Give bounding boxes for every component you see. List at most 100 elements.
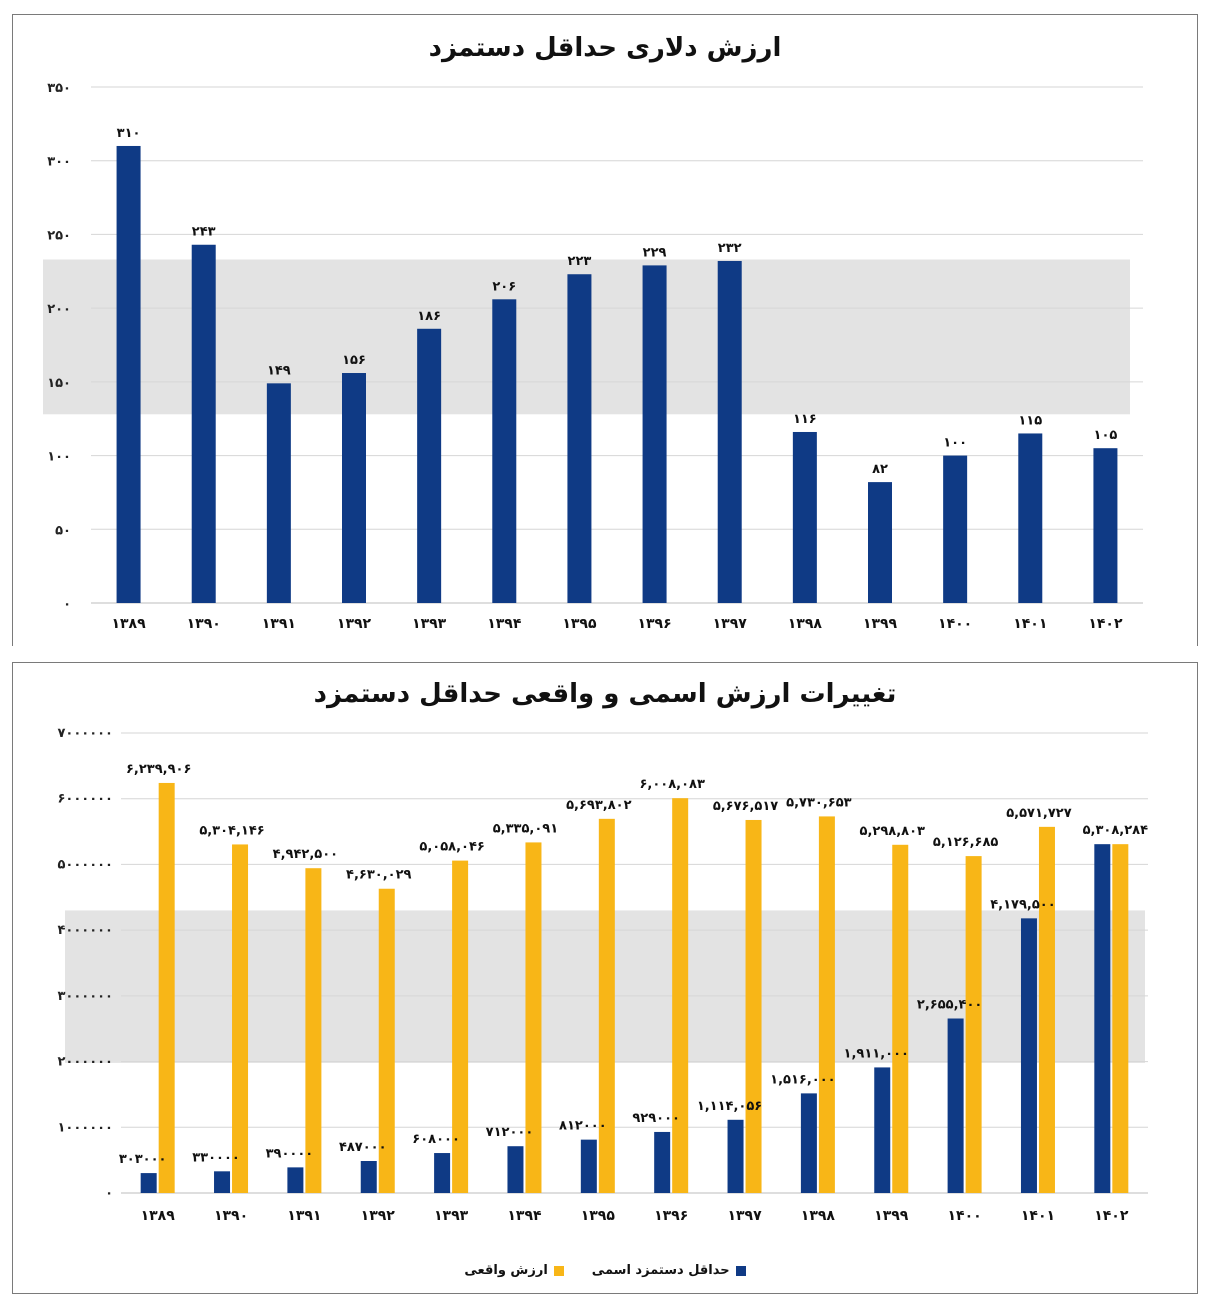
y-tick-label: ۵۰ (55, 523, 71, 538)
data-label-real: ۵,۵۷۱,۷۲۷ (1006, 806, 1071, 821)
x-tick-label: ۱۳۹۱ (262, 616, 296, 632)
bar-real (452, 860, 469, 1193)
x-tick-label: ۱۳۹۷ (727, 1208, 762, 1224)
chart-legend: حداقل دستمزد اسمی ارزش واقعی (13, 1263, 1197, 1278)
data-label-real: ۶,۰۰۸,۰۸۳ (639, 777, 704, 792)
x-tick-label: ۱۳۹۶ (654, 1208, 688, 1224)
y-tick-label: ۲۰۰ (47, 302, 71, 317)
bar-nominal (800, 1093, 817, 1193)
bar-real (965, 856, 982, 1193)
x-tick-label: ۱۳۹۶ (637, 616, 671, 632)
y-tick-label: ۵۰۰۰۰۰۰ (57, 857, 113, 872)
data-label: ۱۵۶ (342, 353, 366, 368)
dollar-value-chart: ۰ ۵۰ ۱۰۰ ۱۵۰ ۲۰۰ ۲۵۰ ۳۰۰ ۳۵۰ ۳۱۰ ۱۳۸۹ ۲۴۳ ۱۳۹۰ ۱۴۹ ۱۳… (43, 81, 1143, 632)
legend-item-real: ارزش واقعی (464, 1263, 564, 1278)
bar-real (745, 819, 762, 1193)
bar-nominal (947, 1018, 964, 1193)
data-label-nominal: ۱,۵۱۶,۰۰۰ (770, 1072, 835, 1087)
bar-nominal (654, 1131, 671, 1193)
y-tick-label: ۰ (105, 1186, 113, 1201)
x-tick-label: ۱۳۹۳ (412, 616, 447, 632)
y-tick-label: ۰ (63, 597, 71, 612)
bar-real (598, 818, 615, 1193)
x-tick-label: ۱۴۰۰ (948, 1208, 982, 1224)
chart-title: ارزش دلاری حداقل دستمزد (428, 33, 782, 63)
data-label: ۸۲ (872, 462, 888, 477)
data-label-nominal: ۷۱۲۰۰۰ (486, 1125, 534, 1140)
data-label-nominal: ۴,۱۷۹,۵۰۰ (990, 897, 1055, 912)
x-tick-label: ۱۳۹۷ (713, 616, 748, 632)
bar (792, 431, 817, 603)
bar (868, 482, 892, 603)
legend-label-nominal: حداقل دستمزد اسمی (591, 1263, 730, 1278)
x-tick-label: ۱۴۰۲ (1094, 1208, 1129, 1224)
data-label: ۱۴۹ (267, 363, 291, 378)
data-label: ۲۰۶ (492, 279, 516, 294)
data-label: ۳۱۰ (117, 126, 141, 141)
x-tick-label: ۱۳۹۴ (487, 616, 522, 632)
x-tick-label: ۱۳۹۹ (863, 616, 898, 632)
bar (642, 265, 667, 603)
data-label-nominal: ۳۳۰۰۰۰ (192, 1150, 240, 1165)
bar-real (305, 868, 322, 1193)
bar-nominal (580, 1139, 597, 1193)
data-label-nominal: ۹۲۹۰۰۰ (632, 1111, 680, 1126)
x-tick-label: ۱۳۹۵ (581, 1208, 616, 1224)
x-tick-label: ۱۳۹۰ (214, 1208, 248, 1224)
data-label: ۲۲۳ (568, 254, 592, 269)
data-label: ۱۸۶ (417, 309, 441, 324)
y-tick-label: ۳۵۰ (47, 81, 71, 96)
x-tick-label: ۱۳۹۰ (187, 616, 221, 632)
legend-swatch-nominal (735, 1265, 746, 1276)
data-label-real: ۵,۲۹۸,۸۰۳ (860, 824, 925, 839)
y-tick-label: ۳۰۰ (47, 155, 71, 170)
legend-label-real: ارزش واقعی (464, 1263, 548, 1278)
bar-nominal (434, 1153, 451, 1193)
y-tick-label: ۷۰۰۰۰۰۰ (57, 726, 113, 741)
bar-nominal (287, 1167, 304, 1193)
bar-real (672, 798, 689, 1193)
y-tick-label: ۶۰۰۰۰۰۰ (57, 792, 113, 807)
bar (417, 328, 442, 603)
bar (1093, 448, 1118, 603)
legend-item-nominal: حداقل دستمزد اسمی (592, 1263, 746, 1278)
x-tick-label: ۱۳۹۸ (788, 616, 823, 632)
data-label-real: ۵,۳۳۵,۰۹۱ (493, 821, 558, 836)
x-tick-label: ۱۳۹۹ (874, 1208, 909, 1224)
x-tick-label: ۱۳۸۹ (141, 1208, 176, 1224)
nominal-real-chart-panel: تغییرات ارزش اسمی و واقعی حداقل دستمزد ۰… (12, 662, 1198, 1294)
data-label: ۱۱۶ (793, 412, 817, 427)
bar-real (1112, 844, 1129, 1193)
dollar-value-chart-panel: ارزش دلاری حداقل دستمزد ۰ ۵۰ ۱۰۰ ۱۵۰ ۲۰۰ ۲۵۰ ۳… (12, 14, 1198, 646)
bar-real (158, 782, 175, 1193)
data-label-nominal: ۸۱۲۰۰۰ (559, 1119, 607, 1134)
y-tick-label: ۱۰۰۰۰۰۰ (57, 1120, 113, 1135)
data-label-nominal: ۳۹۰۰۰۰ (266, 1146, 314, 1161)
data-label: ۱۰۰ (943, 436, 967, 451)
data-label-real: ۵,۰۵۸,۰۴۶ (419, 840, 484, 855)
data-label-real: ۴,۹۴۲,۵۰۰ (273, 847, 338, 862)
data-label-real: ۵,۶۷۶,۵۱۷ (713, 799, 778, 814)
data-label: ۱۰۵ (1094, 428, 1118, 443)
bar (342, 373, 366, 603)
x-tick-label: ۱۳۸۹ (111, 616, 146, 632)
x-tick-label: ۱۳۹۲ (361, 1208, 396, 1224)
x-tick-label: ۱۳۹۵ (562, 616, 597, 632)
bar-nominal (1020, 918, 1037, 1193)
data-label-real: ۵,۳۰۴,۱۴۶ (199, 823, 264, 838)
bar (943, 455, 968, 603)
x-tick-label: ۱۳۹۴ (507, 1208, 542, 1224)
bar-real (378, 888, 395, 1193)
bar-nominal (214, 1171, 231, 1193)
y-tick-label: ۳۰۰۰۰۰۰ (57, 989, 113, 1004)
data-label-nominal: ۲,۶۵۵,۴۰۰ (917, 998, 982, 1013)
bar (266, 383, 291, 603)
x-tick-label: ۱۴۰۱ (1021, 1208, 1055, 1224)
x-tick-label: ۱۴۰۱ (1013, 616, 1047, 632)
data-label-real: ۵,۶۹۳,۸۰۲ (566, 798, 631, 813)
data-label-nominal: ۱,۹۱۱,۰۰۰ (844, 1046, 909, 1061)
bar (492, 299, 517, 603)
bar-nominal (874, 1067, 891, 1193)
bar-nominal (140, 1173, 157, 1193)
data-label-real: ۵,۱۲۶,۶۸۵ (933, 835, 998, 850)
